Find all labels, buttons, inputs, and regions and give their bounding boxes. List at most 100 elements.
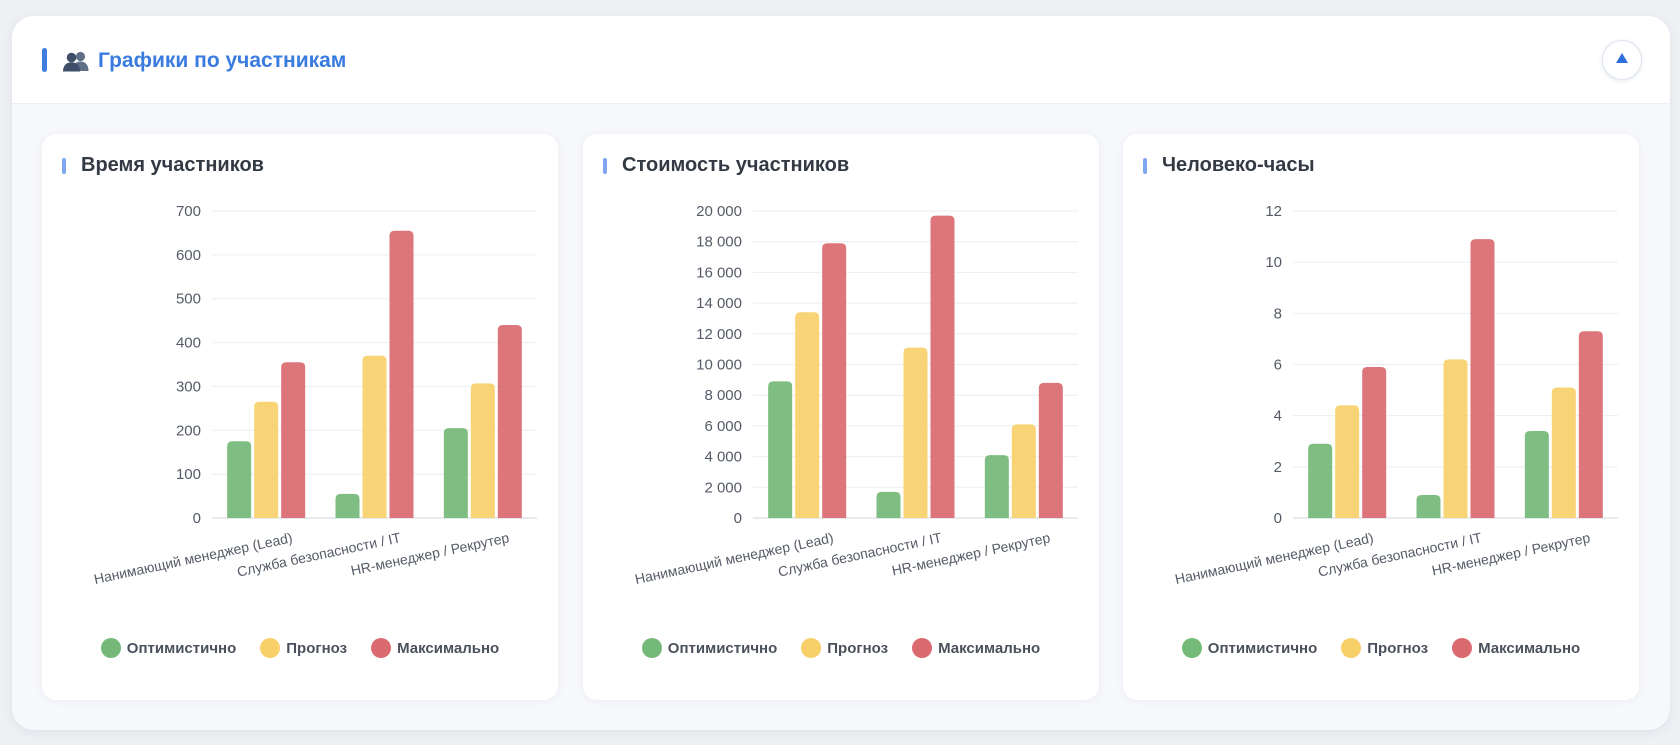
legend-item-optimistic[interactable]: Оптимистично (1181, 638, 1318, 658)
y-tick-label: 4 000 (704, 449, 742, 466)
legend-label: Оптимистично (1207, 639, 1318, 657)
bar-optimistic[interactable] (335, 493, 360, 518)
legend-label: Прогноз (1367, 639, 1429, 657)
legend-dot-maximum (1452, 638, 1473, 658)
y-tick-label: 6 (1274, 357, 1282, 374)
y-tick-label: 700 (176, 203, 201, 220)
bar-optimistic[interactable] (1416, 494, 1441, 518)
y-tick-label: 12 (1265, 203, 1282, 220)
y-tick-label: 0 (193, 510, 201, 527)
bar-forecast[interactable] (795, 312, 820, 518)
card-accent-bar (1143, 158, 1147, 174)
y-tick-label: 600 (176, 247, 201, 264)
bar-optimistic[interactable] (1308, 443, 1333, 518)
bar-forecast[interactable] (1335, 405, 1360, 518)
bar-maximum[interactable] (281, 362, 306, 518)
card-accent-bar (62, 158, 66, 174)
y-tick-label: 100 (176, 466, 201, 483)
chart-card-man-hours: Человеко-часы 0 2 4 6 8 10 12 Нанимающий менедж… (1123, 134, 1639, 700)
y-tick-label: 18 000 (696, 234, 742, 251)
y-tick-label: 200 (176, 422, 201, 439)
legend-label: Максимально (397, 639, 500, 657)
legend-label: Прогноз (827, 639, 889, 657)
bar-maximum[interactable] (1578, 331, 1603, 518)
bar-forecast[interactable] (1011, 424, 1036, 518)
bar-forecast[interactable] (903, 347, 928, 518)
bar-maximum[interactable] (389, 230, 414, 518)
chart-card-cost: Стоимость участников 0 2 000 4 000 6 000 8 0… (583, 134, 1099, 700)
bar-forecast[interactable] (362, 355, 387, 518)
bar-optimistic[interactable] (984, 455, 1009, 518)
bar-optimistic[interactable] (443, 428, 468, 518)
legend-dot-optimistic (1181, 638, 1202, 658)
chart-legend: Оптимистично Прогноз Максимально (583, 638, 1099, 658)
bar-forecast[interactable] (470, 383, 495, 518)
chart-title: Время участников (81, 154, 264, 176)
legend-label: Максимально (1478, 639, 1581, 657)
users-icon (62, 50, 90, 72)
legend-dot-forecast (1341, 638, 1362, 658)
y-tick-label: 8 (1274, 305, 1282, 322)
bar-optimistic[interactable] (876, 491, 901, 518)
y-tick-label: 300 (176, 378, 201, 395)
legend-dot-maximum (912, 638, 933, 658)
legend-item-forecast[interactable]: Прогноз (1341, 638, 1428, 658)
legend-dot-optimistic (641, 638, 662, 658)
legend-item-forecast[interactable]: Прогноз (260, 638, 347, 658)
y-tick-label: 14 000 (696, 295, 742, 312)
header-accent-bar (42, 48, 47, 72)
y-tick-label: 16 000 (696, 264, 742, 281)
bar-maximum[interactable] (1038, 382, 1063, 518)
bar-optimistic[interactable] (1524, 431, 1549, 518)
y-tick-label: 2 000 (704, 479, 742, 496)
y-tick-label: 10 (1265, 254, 1282, 271)
bar-maximum[interactable] (930, 215, 955, 518)
legend-dot-forecast (260, 638, 281, 658)
y-tick-label: 400 (176, 335, 201, 352)
legend-item-forecast[interactable]: Прогноз (801, 638, 888, 658)
bar-maximum[interactable] (822, 243, 847, 519)
legend-label: Оптимистично (126, 639, 237, 657)
caret-up-icon (1615, 51, 1629, 69)
legend-label: Оптимистично (667, 639, 778, 657)
y-tick-label: 6 000 (704, 418, 742, 435)
chart-legend: Оптимистично Прогноз Максимально (1123, 638, 1639, 658)
y-tick-label: 8 000 (704, 387, 742, 404)
collapse-button[interactable] (1602, 40, 1642, 80)
y-tick-label: 12 000 (696, 326, 742, 343)
y-tick-label: 500 (176, 291, 201, 308)
bar-maximum[interactable] (1362, 367, 1387, 518)
legend-label: Прогноз (286, 639, 348, 657)
bar-optimistic[interactable] (768, 381, 793, 518)
legend-dot-forecast (801, 638, 822, 658)
y-tick-label: 2 (1274, 459, 1282, 476)
legend-item-maximum[interactable]: Максимально (371, 638, 499, 658)
y-tick-label: 4 (1274, 408, 1282, 425)
bar-forecast[interactable] (254, 401, 279, 518)
panel-header: Графики по участникам (12, 16, 1670, 104)
panel-title: Графики по участникам (62, 46, 346, 76)
chart-card-time: Время участников 0 100 200 300 400 500 600 700 Н… (42, 134, 558, 700)
legend-dot-optimistic (100, 638, 121, 658)
bar-optimistic[interactable] (227, 441, 252, 518)
legend-label: Максимально (938, 639, 1041, 657)
y-tick-label: 0 (1274, 510, 1282, 527)
legend-item-maximum[interactable]: Максимально (1452, 638, 1580, 658)
bar-maximum[interactable] (1470, 239, 1495, 518)
chart-legend: Оптимистично Прогноз Максимально (42, 638, 558, 658)
chart-title: Человеко-часы (1162, 154, 1315, 176)
participants-charts-panel: Графики по участникам Время участников 0… (12, 16, 1670, 730)
legend-dot-maximum (371, 638, 392, 658)
panel-title-text: Графики по участникам (98, 49, 347, 72)
card-accent-bar (603, 158, 607, 174)
legend-item-maximum[interactable]: Максимально (912, 638, 1040, 658)
y-tick-label: 20 000 (696, 203, 742, 220)
bar-forecast[interactable] (1551, 387, 1576, 518)
legend-item-optimistic[interactable]: Оптимистично (100, 638, 237, 658)
legend-item-optimistic[interactable]: Оптимистично (641, 638, 778, 658)
bar-forecast[interactable] (1443, 359, 1468, 518)
bar-maximum[interactable] (497, 325, 522, 518)
y-tick-label: 10 000 (696, 357, 742, 374)
